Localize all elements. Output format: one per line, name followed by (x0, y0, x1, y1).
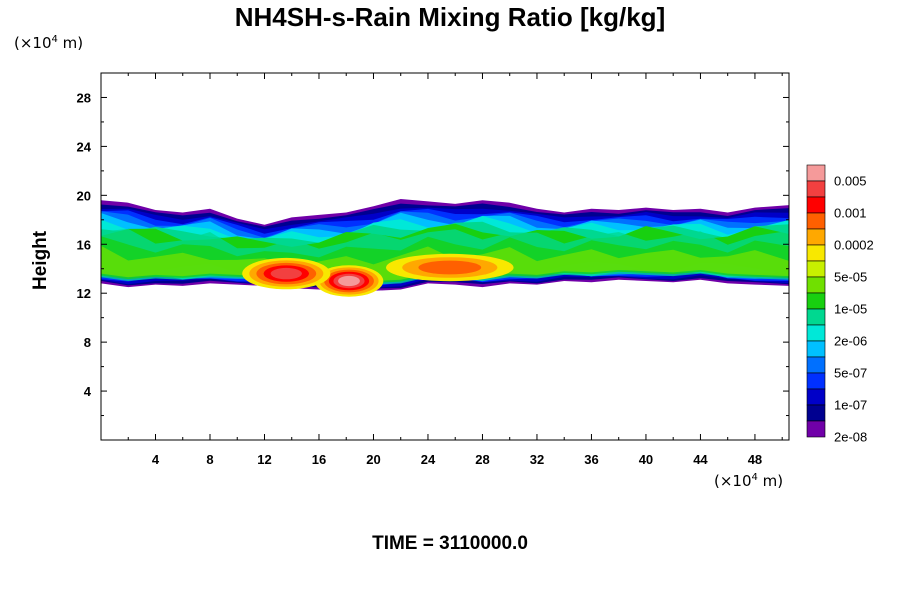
legend-swatch (806, 324, 826, 342)
x-tick-label: 8 (206, 452, 213, 467)
x-tick-label: 24 (421, 452, 436, 467)
x-tick-label: 20 (366, 452, 380, 467)
core-region-1-level-4 (270, 267, 302, 280)
x-tick-label: 40 (639, 452, 653, 467)
y-tick-label: 20 (77, 188, 91, 203)
legend-label: 0.0002 (834, 238, 874, 253)
core-region-0-level-5 (338, 275, 360, 287)
y-tick-label: 12 (77, 286, 91, 301)
x-tick-label: 48 (748, 452, 762, 467)
legend-swatch (806, 404, 826, 422)
legend-label: 0.005 (834, 174, 867, 189)
legend-label: 1e-07 (834, 398, 867, 413)
legend-label: 5e-07 (834, 366, 867, 381)
y-tick-label: 16 (77, 237, 91, 252)
legend-swatch (806, 276, 826, 294)
y-axis-unit: (×104 m) (14, 34, 84, 52)
colorbar-legend: 0.005 0.001 0.0002 5e-05 1e-05 2e-06 5e-07 1e-0… (806, 164, 874, 445)
chart-title: NH4SH-s-Rain Mixing Ratio [kg/kg] (234, 2, 666, 32)
x-tick-label: 36 (584, 452, 598, 467)
legend-swatch (806, 292, 826, 310)
x-axis-unit: (×104 m) (714, 472, 784, 490)
legend-swatch (806, 356, 826, 374)
legend-label: 2e-08 (834, 430, 867, 445)
y-tick-label: 28 (77, 90, 91, 105)
core-region-2-level-2 (418, 260, 482, 275)
mixing-ratio-field (101, 199, 789, 297)
legend-swatch (806, 244, 826, 262)
x-tick-label: 44 (693, 452, 708, 467)
legend-swatch (806, 308, 826, 326)
legend-label: 2e-06 (834, 334, 867, 349)
legend-swatch (806, 420, 826, 438)
y-tick-label: 4 (84, 384, 92, 399)
legend-swatch (806, 196, 826, 214)
legend-swatch (806, 180, 826, 198)
y-tick-label: 8 (84, 335, 91, 350)
y-tick-label: 24 (77, 139, 92, 154)
legend-label: 1e-05 (834, 302, 867, 317)
plot-frame (100, 72, 790, 441)
x-tick-label: 12 (257, 452, 271, 467)
legend-label: 5e-05 (834, 270, 867, 285)
time-label: TIME = 3110000.0 (372, 533, 528, 554)
legend-swatch (806, 164, 826, 182)
legend-label: 0.001 (834, 206, 867, 221)
x-tick-label: 28 (475, 452, 489, 467)
legend-swatch (806, 228, 826, 246)
legend-swatch (806, 260, 826, 278)
x-tick-label: 16 (312, 452, 326, 467)
x-tick-label: 4 (152, 452, 160, 467)
legend-swatch (806, 388, 826, 406)
legend-swatch (806, 340, 826, 358)
legend-swatch (806, 372, 826, 390)
legend-swatch (806, 212, 826, 230)
x-tick-label: 32 (530, 452, 544, 467)
